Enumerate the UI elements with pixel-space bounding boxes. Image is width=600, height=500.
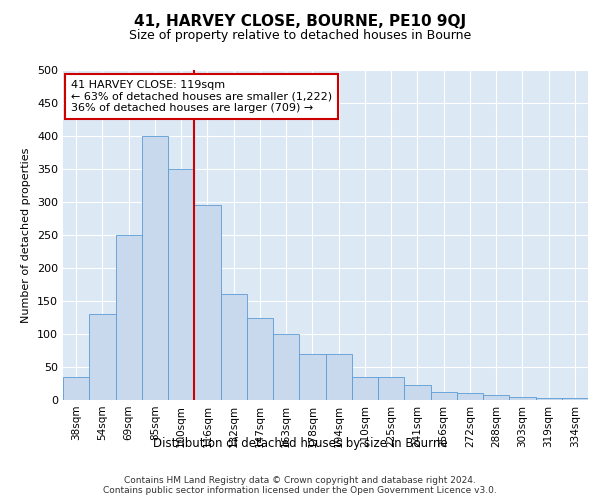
Bar (325, 354, 352, 400)
Bar (378, 377, 404, 400)
Text: Size of property relative to detached houses in Bourne: Size of property relative to detached ho… (129, 29, 471, 42)
Bar (562, 398, 588, 400)
Bar (115, 235, 142, 400)
Bar (483, 394, 509, 400)
Bar (194, 206, 221, 400)
Bar (221, 294, 247, 400)
Bar (299, 354, 325, 400)
Bar (168, 169, 194, 400)
Bar (273, 334, 299, 400)
Text: Distribution of detached houses by size in Bourne: Distribution of detached houses by size … (152, 438, 448, 450)
Bar (457, 394, 483, 400)
Y-axis label: Number of detached properties: Number of detached properties (22, 148, 31, 322)
Bar (404, 386, 431, 400)
Text: 41, HARVEY CLOSE, BOURNE, PE10 9QJ: 41, HARVEY CLOSE, BOURNE, PE10 9QJ (134, 14, 466, 29)
Bar (142, 136, 168, 400)
Text: 41 HARVEY CLOSE: 119sqm
← 63% of detached houses are smaller (1,222)
36% of deta: 41 HARVEY CLOSE: 119sqm ← 63% of detache… (71, 80, 332, 113)
Bar (536, 398, 562, 400)
Bar (63, 377, 89, 400)
Text: Contains HM Land Registry data © Crown copyright and database right 2024.
Contai: Contains HM Land Registry data © Crown c… (103, 476, 497, 496)
Bar (247, 318, 273, 400)
Bar (431, 392, 457, 400)
Bar (89, 314, 115, 400)
Bar (352, 377, 378, 400)
Bar (509, 396, 536, 400)
